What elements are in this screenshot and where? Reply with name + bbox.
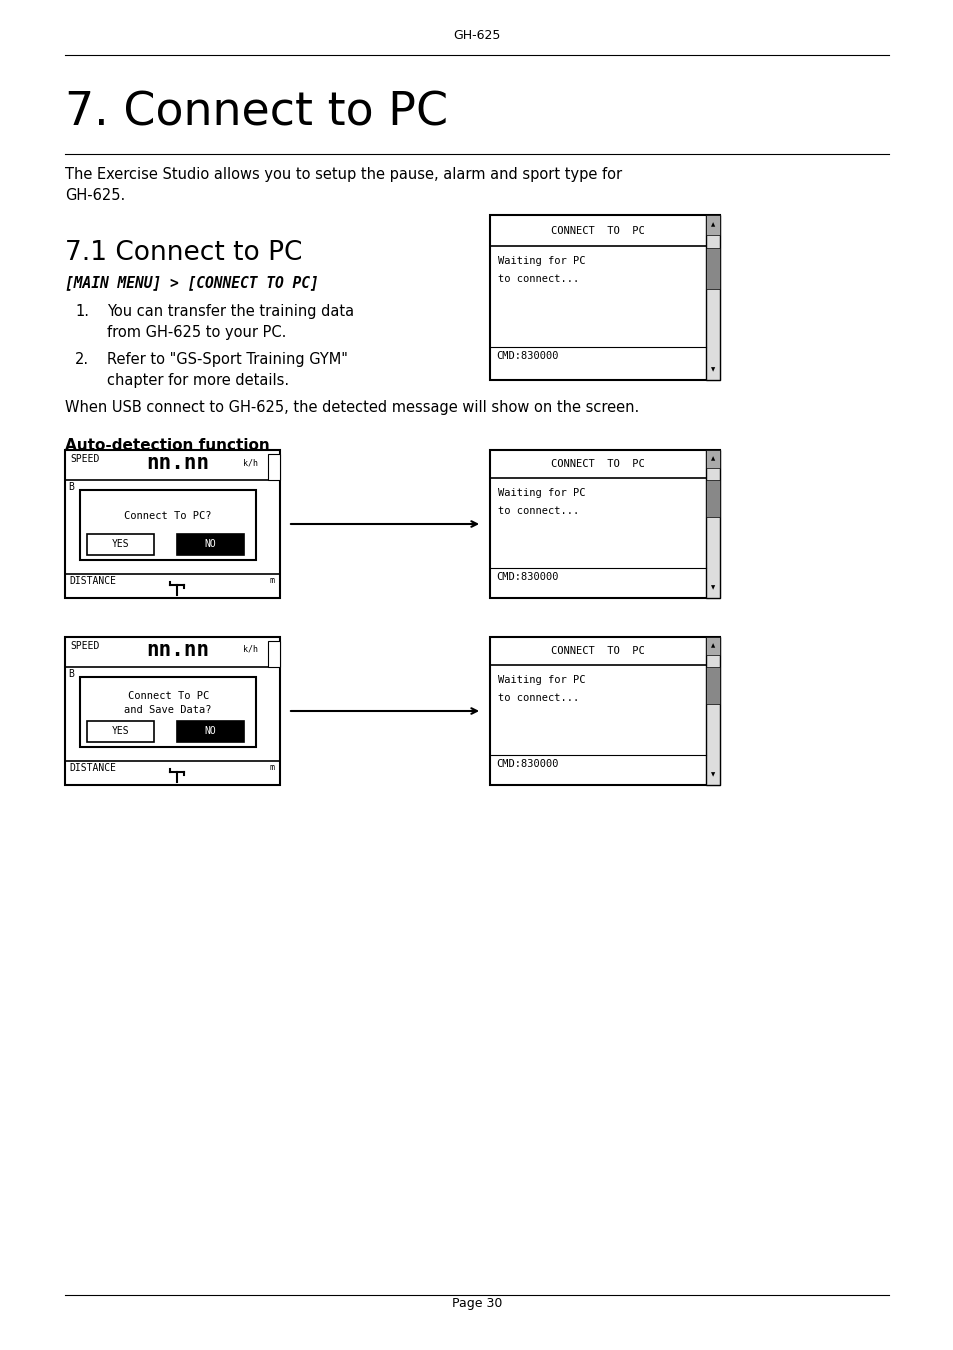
- Text: Refer to "GS-Sport Training GYM": Refer to "GS-Sport Training GYM": [107, 352, 348, 367]
- Text: B: B: [68, 668, 73, 679]
- Text: The Exercise Studio allows you to setup the pause, alarm and sport type for: The Exercise Studio allows you to setup …: [65, 167, 621, 182]
- Text: and Save Data?: and Save Data?: [124, 705, 212, 716]
- Text: NO: NO: [205, 539, 216, 549]
- Text: NO: NO: [205, 726, 216, 736]
- Text: [MAIN MENU] > [CONNECT TO PC]: [MAIN MENU] > [CONNECT TO PC]: [65, 275, 318, 290]
- Text: Waiting for PC: Waiting for PC: [497, 256, 585, 266]
- Text: CONNECT  TO  PC: CONNECT TO PC: [551, 225, 644, 236]
- Text: to connect...: to connect...: [497, 506, 578, 516]
- Text: 2.: 2.: [75, 352, 89, 367]
- Text: CONNECT  TO  PC: CONNECT TO PC: [551, 459, 644, 468]
- Text: SPEED: SPEED: [70, 641, 99, 651]
- Text: YES: YES: [112, 539, 130, 549]
- Text: m: m: [270, 763, 274, 772]
- Bar: [705, 215, 720, 235]
- Bar: [177, 721, 244, 741]
- Text: 7.1 Connect to PC: 7.1 Connect to PC: [65, 240, 302, 266]
- Text: Auto-detection function: Auto-detection function: [65, 437, 270, 454]
- Text: nn.nn: nn.nn: [147, 454, 210, 472]
- Text: m: m: [270, 576, 274, 586]
- Bar: [705, 248, 720, 289]
- Text: Connect To PC?: Connect To PC?: [124, 512, 212, 521]
- Text: ▼: ▼: [710, 772, 715, 778]
- Text: ▼: ▼: [710, 585, 715, 590]
- Text: ▲: ▲: [710, 223, 715, 227]
- Bar: [705, 450, 720, 598]
- Bar: [705, 667, 720, 703]
- Text: DISTANCE: DISTANCE: [69, 576, 116, 586]
- Bar: [177, 533, 244, 555]
- Text: CMD:830000: CMD:830000: [496, 760, 558, 770]
- Text: GH-625: GH-625: [453, 28, 500, 42]
- Text: You can transfer the training data: You can transfer the training data: [107, 304, 354, 319]
- Text: YES: YES: [112, 726, 130, 736]
- Bar: [65, 450, 280, 598]
- Text: k/h: k/h: [243, 458, 258, 467]
- Text: 1.: 1.: [75, 304, 89, 319]
- Text: SPEED: SPEED: [70, 454, 99, 464]
- Bar: [490, 215, 720, 379]
- Text: 7. Connect to PC: 7. Connect to PC: [65, 90, 448, 135]
- Text: to connect...: to connect...: [497, 274, 578, 285]
- Text: CONNECT  TO  PC: CONNECT TO PC: [551, 647, 644, 656]
- Bar: [705, 637, 720, 655]
- Bar: [490, 637, 720, 784]
- Bar: [490, 450, 720, 598]
- Bar: [705, 215, 720, 379]
- Text: GH-625.: GH-625.: [65, 188, 125, 202]
- Bar: [80, 490, 256, 559]
- Bar: [705, 450, 720, 467]
- Text: Connect To PC: Connect To PC: [128, 691, 209, 702]
- Bar: [80, 676, 256, 747]
- Bar: [87, 533, 154, 555]
- Bar: [87, 721, 154, 741]
- Bar: [705, 479, 720, 517]
- Bar: [65, 637, 280, 784]
- Text: CMD:830000: CMD:830000: [496, 572, 558, 582]
- Text: When USB connect to GH-625, the detected message will show on the screen.: When USB connect to GH-625, the detected…: [65, 400, 639, 414]
- Text: Waiting for PC: Waiting for PC: [497, 675, 585, 684]
- Text: ▲: ▲: [710, 644, 715, 648]
- Text: nn.nn: nn.nn: [147, 640, 210, 660]
- Text: DISTANCE: DISTANCE: [69, 763, 116, 774]
- Bar: [268, 641, 280, 667]
- Text: chapter for more details.: chapter for more details.: [107, 373, 289, 387]
- Text: CMD:830000: CMD:830000: [496, 351, 558, 360]
- Text: k/h: k/h: [243, 645, 258, 653]
- Text: ▲: ▲: [710, 456, 715, 462]
- Text: Page 30: Page 30: [452, 1297, 501, 1310]
- Bar: [268, 455, 280, 479]
- Text: to connect...: to connect...: [497, 693, 578, 703]
- Text: Waiting for PC: Waiting for PC: [497, 489, 585, 498]
- Text: ▼: ▼: [710, 367, 715, 373]
- Bar: [705, 637, 720, 784]
- Text: B: B: [68, 482, 73, 491]
- Text: from GH-625 to your PC.: from GH-625 to your PC.: [107, 325, 286, 340]
